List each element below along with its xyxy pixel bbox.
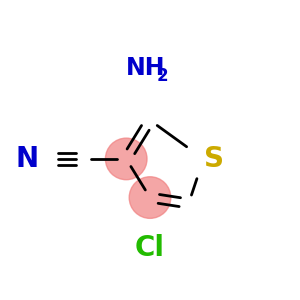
Text: Cl: Cl bbox=[135, 234, 165, 262]
Text: S: S bbox=[204, 145, 224, 173]
Text: NH: NH bbox=[126, 56, 165, 80]
Text: 2: 2 bbox=[157, 67, 169, 85]
Circle shape bbox=[129, 177, 171, 218]
Circle shape bbox=[105, 138, 147, 180]
Text: N: N bbox=[15, 145, 38, 173]
